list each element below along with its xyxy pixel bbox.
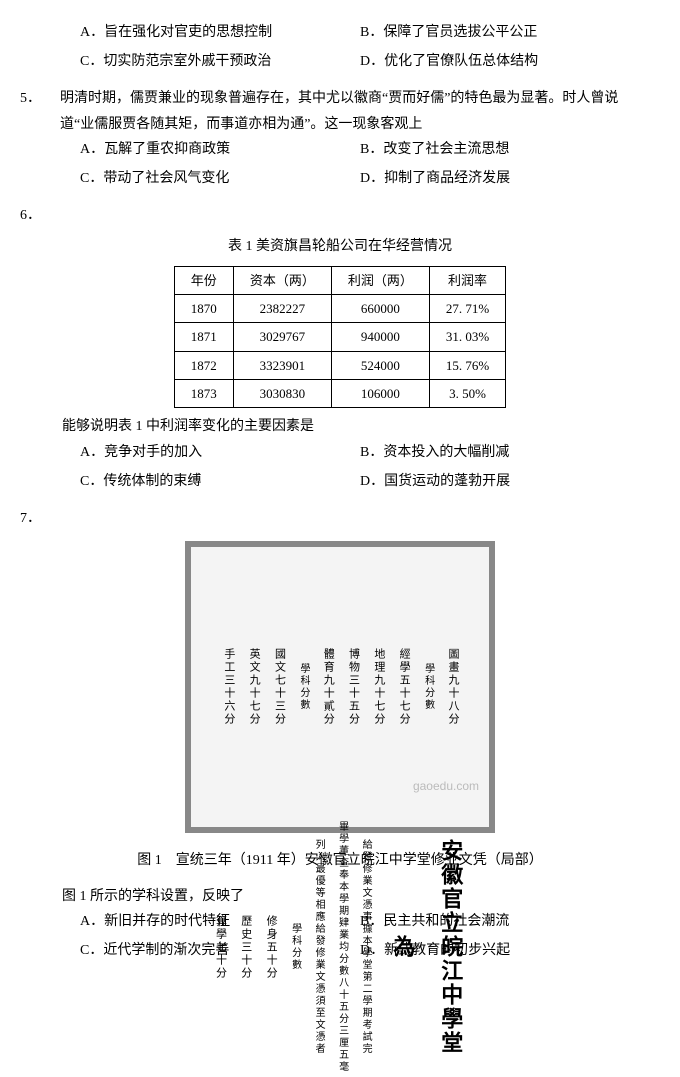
q5-option-d[interactable]: D．抑制了商品经济发展 [360, 166, 640, 191]
table-cell: 3. 50% [429, 380, 505, 408]
q6-number-line: 6． [40, 203, 640, 228]
q6-options: A．竞争对手的加入 B．资本投入的大幅削减 C．传统体制的束缚 D．国货运动的蓬… [40, 440, 640, 498]
q7-number: 7． [40, 506, 60, 531]
table-header: 资本（两） [233, 266, 331, 294]
table-cell: 660000 [331, 294, 429, 322]
q6-option-b[interactable]: B．资本投入的大幅削减 [360, 440, 640, 465]
q4-option-c[interactable]: C．切实防范宗室外戚干预政治 [80, 49, 360, 74]
table-cell: 1871 [174, 323, 233, 351]
q5-option-a[interactable]: A．瓦解了重农抑商政策 [80, 137, 360, 162]
fig-col-sec1-head: 學科分數 [286, 817, 304, 1077]
q4-option-a[interactable]: A．旨在强化对官吏的思想控制 [80, 20, 360, 45]
q5-option-c[interactable]: C．带动了社会风气变化 [80, 166, 360, 191]
q6-option-c[interactable]: C．传统体制的束缚 [80, 469, 360, 494]
table-row: 1873 3030830 106000 3. 50% [174, 380, 505, 408]
q5-option-b[interactable]: B．改变了社会主流思想 [360, 137, 640, 162]
fig-col-sec1-c: 算學七十分 [210, 817, 230, 1077]
fig-col-intro1: 給發修業文憑事據本學堂第二學期考試完 [356, 817, 374, 1077]
q6-sub-stem: 能够说明表 1 中利润率变化的主要因素是 [40, 414, 640, 439]
q5-text: 明清时期，儒贾兼业的现象普遍存在，其中尤以徽商“贾而好儒”的特色最为显著。时人曾… [60, 91, 618, 131]
table-cell: 2382227 [233, 294, 331, 322]
fig-col-sec2-b: 地理九十七分 [368, 557, 388, 817]
q4-option-d[interactable]: D．优化了官僚队伍总体结构 [360, 49, 640, 74]
table-cell: 3323901 [233, 351, 331, 379]
table-row: 1871 3029767 940000 31. 03% [174, 323, 505, 351]
fig-col-sec2-c: 博物三十五分 [343, 557, 363, 817]
table-header: 年份 [174, 266, 233, 294]
table-cell: 106000 [331, 380, 429, 408]
table-header: 利润率 [429, 266, 505, 294]
table-cell: 940000 [331, 323, 429, 351]
table-header: 利润（两） [331, 266, 429, 294]
table-row: 1870 2382227 660000 27. 71% [174, 294, 505, 322]
q4-options: A．旨在强化对官吏的思想控制 B．保障了官员选拔公平公正 C．切实防范宗室外戚干… [40, 20, 640, 78]
fig-col-sec3-a: 國文七十三分 [269, 557, 289, 817]
fig-col-sec1-b: 歷史三十分 [235, 817, 255, 1077]
fig-col-intro2: 畢學董查奉本學期肄業均分數八十五分三厘五毫 [333, 817, 351, 1077]
q4-option-b[interactable]: B．保障了官员选拔公平公正 [360, 20, 640, 45]
watermark: gaoedu.com [413, 776, 479, 798]
table-cell: 1873 [174, 380, 233, 408]
q7-figure: 手工三十六分 英文九十七分 國文七十三分 學科分數 體育九十貳分 博物三十五分 … [185, 541, 495, 833]
q7-number-line: 7． [40, 506, 640, 531]
fig-col-wei: 為 [383, 817, 423, 1077]
table-cell: 31. 03% [429, 323, 505, 351]
fig-col-sec3-b: 英文九十七分 [243, 557, 263, 817]
table-cell: 3030830 [233, 380, 331, 408]
q6-option-a[interactable]: A．竞争对手的加入 [80, 440, 360, 465]
table-cell: 524000 [331, 351, 429, 379]
table-cell: 1870 [174, 294, 233, 322]
q7-figure-wrap: 手工三十六分 英文九十七分 國文七十三分 學科分數 體育九十貳分 博物三十五分 … [40, 541, 640, 873]
q6-table: 年份 资本（两） 利润（两） 利润率 1870 2382227 660000 2… [174, 266, 506, 409]
table-cell: 3029767 [233, 323, 331, 351]
table-row: 1872 3323901 524000 15. 76% [174, 351, 505, 379]
table-header-row: 年份 资本（两） 利润（两） 利润率 [174, 266, 505, 294]
fig-col-sec2-a: 經學五十七分 [393, 557, 413, 817]
fig-col-sec3-head: 學科分數 [294, 557, 312, 817]
q5-stem: 5．明清时期，儒贾兼业的现象普遍存在，其中尤以徽商“贾而好儒”的特色最为显著。时… [40, 86, 640, 136]
q6-table-caption: 表 1 美资旗昌轮船公司在华经营情况 [40, 234, 640, 259]
table-cell: 27. 71% [429, 294, 505, 322]
fig-col-sec3-c: 手工三十六分 [218, 557, 238, 817]
q5-number: 5． [40, 86, 60, 111]
fig-col-sec2-d: 體育九十貳分 [317, 557, 337, 817]
table-cell: 1872 [174, 351, 233, 379]
fig-col-sec1-a: 修身五十分 [260, 817, 280, 1077]
table-cell: 15. 76% [429, 351, 505, 379]
q5-options: A．瓦解了重农抑商政策 B．改变了社会主流思想 C．带动了社会风气变化 D．抑制… [40, 137, 640, 195]
q6-option-d[interactable]: D．国货运动的蓬勃开展 [360, 469, 640, 494]
fig-col-title: 安徽官立皖江中學堂 [431, 817, 471, 1077]
q6-number: 6． [40, 203, 60, 228]
fig-col-intro3: 列入最優等相應給發修業文憑須至文憑者 [309, 817, 327, 1077]
